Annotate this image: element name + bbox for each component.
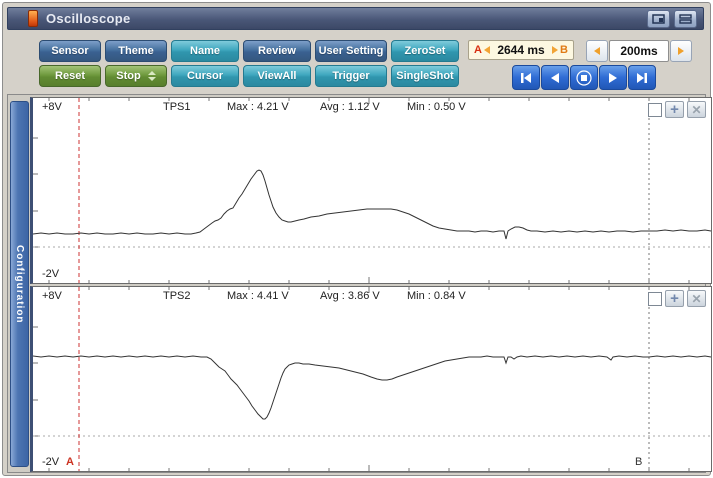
viewall-button[interactable]: ViewAll — [243, 65, 311, 87]
playback-skip-end-button[interactable] — [628, 65, 656, 90]
right-arrow-icon — [678, 47, 684, 55]
top-voltage-label: +8V — [42, 290, 62, 302]
channel-select-checkbox[interactable] — [648, 102, 662, 117]
plus-icon: + — [670, 101, 679, 118]
reset-button[interactable]: Reset — [39, 65, 101, 87]
stop-mode-label: Stop — [116, 70, 141, 82]
top-voltage-label: +8V — [42, 101, 62, 113]
playback-stop-button[interactable] — [570, 65, 598, 90]
skip-end-icon — [637, 72, 647, 83]
user-setting-button[interactable]: User Setting — [315, 40, 387, 62]
cursor-b-tag: B — [560, 44, 568, 56]
singleshot-button[interactable]: SingleShot — [391, 65, 459, 87]
step-back-icon — [551, 72, 559, 83]
timebase-increase-button[interactable] — [670, 40, 692, 62]
left-arrow-icon — [594, 47, 600, 55]
cursor-button[interactable]: Cursor — [171, 65, 239, 87]
review-button[interactable]: Review — [243, 40, 311, 62]
waveform-trace-tps1 — [33, 169, 712, 240]
app-icon — [28, 10, 38, 27]
play-icon — [609, 72, 617, 83]
scope-main-area: Configuration +8V TPS1 Max : 4.21 V Avg … — [7, 94, 712, 473]
window-title: Oscilloscope — [46, 11, 131, 26]
avg-value-label: Avg : 3.86 V — [320, 290, 380, 302]
skip-start-icon — [521, 72, 531, 83]
titlebar: Oscilloscope — [7, 7, 704, 30]
restore-window-icon — [652, 13, 665, 24]
toggle-layout-icon — [679, 13, 692, 24]
min-value-label: Min : 0.50 V — [407, 101, 466, 113]
close-icon: ✕ — [691, 102, 702, 117]
channel-name-label: TPS2 — [163, 290, 191, 302]
stop-mode-spinner-icon — [147, 71, 156, 81]
close-icon: ✕ — [691, 291, 702, 306]
min-value-label: Min : 0.84 V — [407, 290, 466, 302]
timebase-field[interactable]: 200ms — [609, 40, 669, 62]
channel-panel-tps1: +8V TPS1 Max : 4.21 V Avg : 1.12 V Min :… — [30, 97, 712, 284]
restore-window-button[interactable] — [647, 9, 670, 28]
name-button[interactable]: Name — [171, 40, 239, 62]
bottom-voltage-label: -2V — [42, 268, 60, 280]
cursor-a-arrow-icon — [483, 46, 490, 54]
cursor-b-label: B — [635, 456, 643, 468]
timebase-decrease-button[interactable] — [586, 40, 608, 62]
stop-icon — [576, 69, 592, 86]
channel-select-checkbox[interactable] — [648, 291, 662, 306]
channel-close-button[interactable]: ✕ — [687, 290, 706, 307]
channel-zoom-button[interactable]: + — [665, 290, 684, 307]
stop-mode-button[interactable]: Stop — [105, 65, 167, 87]
max-value-label: Max : 4.41 V — [227, 290, 289, 302]
playback-skip-start-button[interactable] — [512, 65, 540, 90]
cursor-a-label: A — [66, 456, 74, 468]
sidebar-configuration-tab[interactable]: Configuration — [10, 101, 29, 467]
sidebar-configuration-label: Configuration — [14, 244, 25, 324]
cursor-a-tag: A — [474, 44, 482, 56]
channel-zoom-button[interactable]: + — [665, 101, 684, 118]
max-value-label: Max : 4.21 V — [227, 101, 289, 113]
bottom-voltage-label: -2V — [42, 456, 60, 468]
theme-button[interactable]: Theme — [105, 40, 167, 62]
plus-icon: + — [670, 290, 679, 307]
trigger-button[interactable]: Trigger — [315, 65, 387, 87]
waveform-trace-tps2 — [33, 355, 712, 420]
channel-close-button[interactable]: ✕ — [687, 101, 706, 118]
avg-value-label: Avg : 1.12 V — [320, 101, 380, 113]
toggle-layout-button[interactable] — [674, 9, 697, 28]
playback-step-back-button[interactable] — [541, 65, 569, 90]
timebase-value: 200ms — [620, 44, 658, 58]
ab-time-value: 2644 ms — [497, 43, 545, 57]
sensor-button[interactable]: Sensor — [39, 40, 101, 62]
channel-panel-tps2: +8V TPS2 Max : 4.41 V Avg : 3.86 V Min :… — [30, 286, 712, 472]
playback-play-button[interactable] — [599, 65, 627, 90]
zeroset-button[interactable]: ZeroSet — [391, 40, 459, 62]
cursor-b-arrow-icon — [552, 46, 559, 54]
ab-cursor-time-field[interactable]: A 2644 ms B — [468, 40, 574, 60]
channel-name-label: TPS1 — [163, 101, 191, 113]
